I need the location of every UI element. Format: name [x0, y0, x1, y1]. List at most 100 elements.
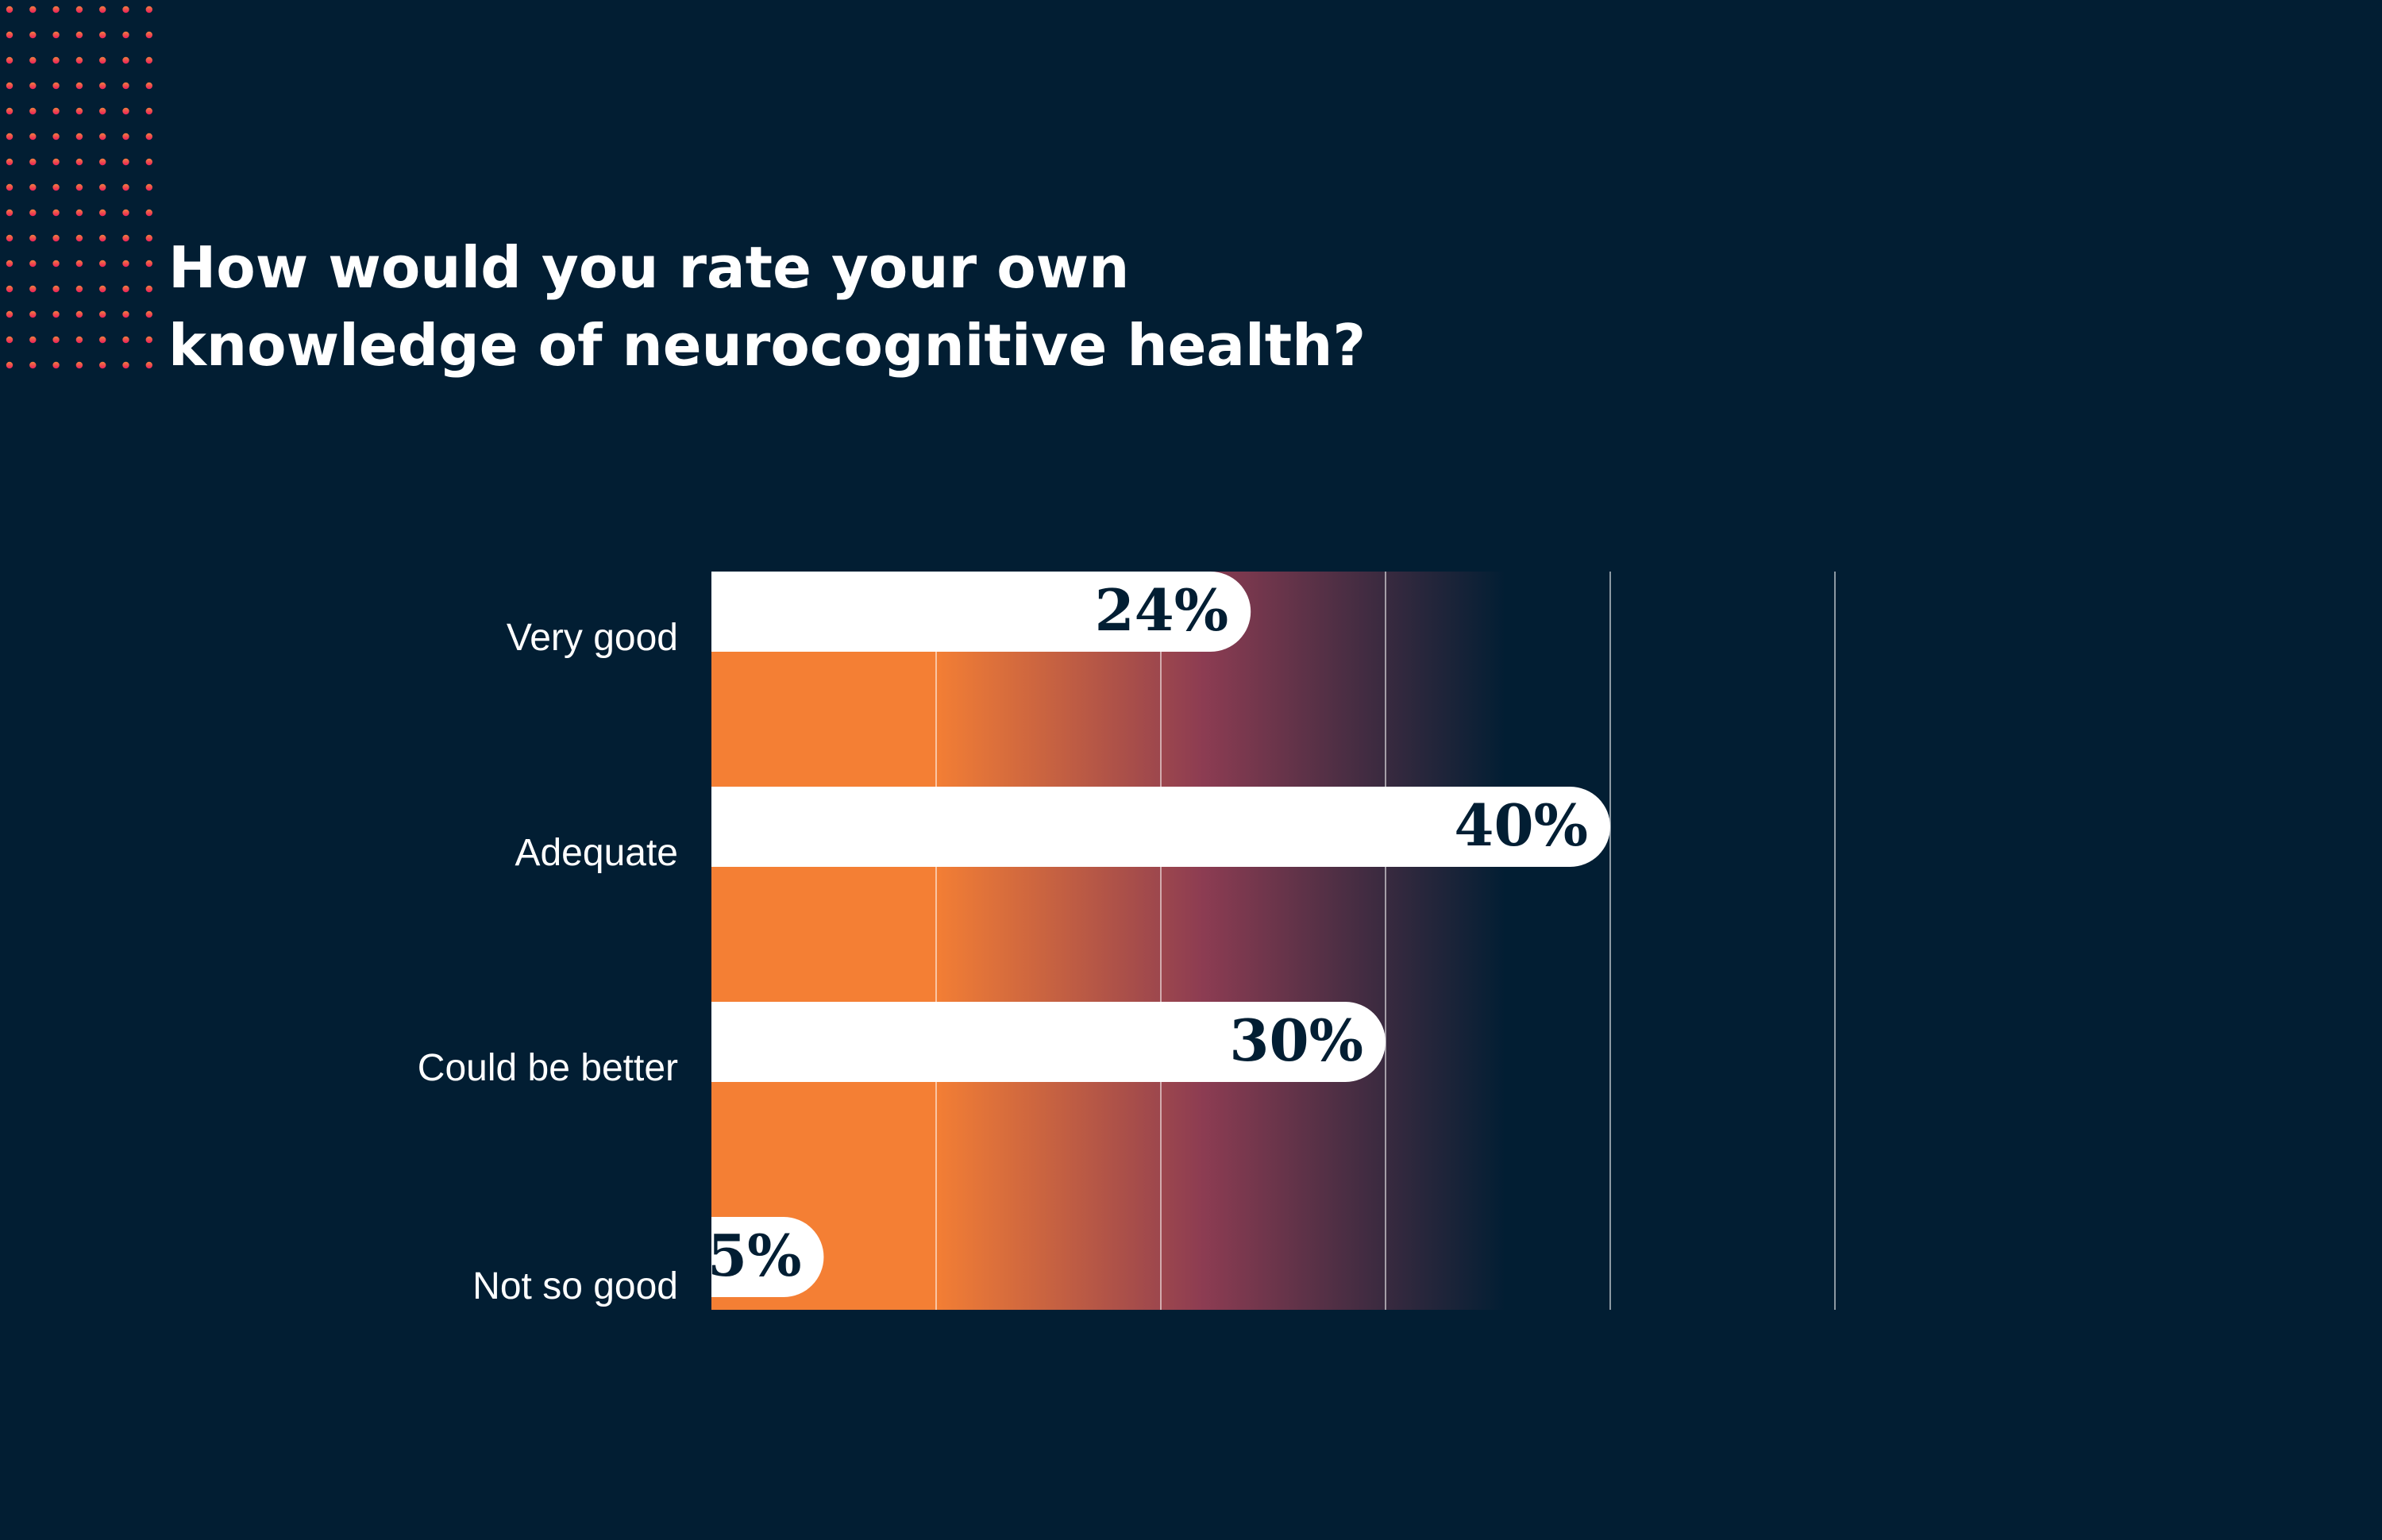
decorative-dot — [99, 336, 106, 344]
decorative-dot — [6, 209, 13, 217]
decorative-dot — [99, 56, 106, 64]
decorative-dot — [6, 56, 13, 64]
decorative-dot — [122, 107, 129, 115]
decorative-dot — [75, 361, 83, 369]
decorative-dot — [29, 361, 37, 369]
decorative-dot — [29, 336, 37, 344]
value-label: 24% — [1095, 576, 1229, 644]
decorative-dot — [145, 56, 152, 64]
decorative-dot — [52, 107, 60, 115]
decorative-dot — [75, 310, 83, 318]
decorative-dot — [99, 31, 106, 39]
decorative-dot — [6, 31, 13, 39]
bars: 24% Very good 40% Adequate 30% Could be bette… — [418, 572, 1610, 1307]
value-label: 40% — [1454, 791, 1588, 859]
decorative-dot — [145, 209, 152, 217]
decorative-dot — [6, 82, 13, 90]
decorative-dot — [122, 56, 129, 64]
decorative-dot — [122, 133, 129, 141]
decorative-dot — [145, 158, 152, 166]
decorative-dot — [29, 310, 37, 318]
decorative-dot — [52, 234, 60, 242]
decorative-dot — [29, 82, 37, 90]
decorative-dot — [6, 361, 13, 369]
decorative-dot — [75, 56, 83, 64]
decorative-dot — [52, 260, 60, 268]
decorative-dot — [145, 133, 152, 141]
decorative-dot — [145, 310, 152, 318]
decorative-dot — [6, 336, 13, 344]
decorative-dot — [99, 361, 106, 369]
decorative-dot — [29, 107, 37, 115]
decorative-dot — [29, 285, 37, 293]
decorative-dot — [29, 31, 37, 39]
decorative-dot — [122, 234, 129, 242]
decorative-dot — [29, 183, 37, 191]
decorative-dot — [75, 82, 83, 90]
decorative-dot — [99, 310, 106, 318]
decorative-dot — [75, 183, 83, 191]
decorative-dot — [6, 158, 13, 166]
decorative-dot — [122, 6, 129, 13]
decorative-dot — [145, 361, 152, 369]
decorative-dot — [122, 158, 129, 166]
gridlines — [935, 572, 1836, 1310]
decorative-dot — [75, 285, 83, 293]
decorative-dot — [99, 285, 106, 293]
decorative-dot — [122, 336, 129, 344]
decorative-dot — [29, 260, 37, 268]
decorative-dot — [29, 234, 37, 242]
decorative-dot — [145, 234, 152, 242]
decorative-dot — [145, 336, 152, 344]
bar — [711, 787, 1610, 867]
decorative-dot — [145, 82, 152, 90]
decorative-dot — [145, 285, 152, 293]
decorative-dot — [99, 133, 106, 141]
decorative-dot — [75, 336, 83, 344]
decorative-dot — [52, 209, 60, 217]
decorative-dot — [6, 107, 13, 115]
decorative-dot — [52, 6, 60, 13]
decorative-dot — [99, 107, 106, 115]
category-label: Not so good — [472, 1265, 678, 1307]
decorative-dot — [75, 31, 83, 39]
decorative-dot — [6, 310, 13, 318]
decorative-dot — [75, 234, 83, 242]
decorative-dot — [6, 183, 13, 191]
decorative-dot — [75, 133, 83, 141]
decorative-dot — [52, 336, 60, 344]
decorative-dot — [99, 158, 106, 166]
decorative-dot — [52, 183, 60, 191]
decorative-dot — [29, 56, 37, 64]
decorative-dot — [6, 6, 13, 13]
decorative-dot — [52, 82, 60, 90]
value-label: 30% — [1229, 1007, 1363, 1074]
decorative-dot — [6, 285, 13, 293]
chart-title: How would you rate your own knowledge of… — [168, 234, 1366, 379]
bar — [711, 1002, 1386, 1082]
decorative-dot — [75, 260, 83, 268]
decorative-dot — [29, 209, 37, 217]
decorative-dot — [52, 133, 60, 141]
decorative-dot — [122, 260, 129, 268]
decorative-dot — [99, 209, 106, 217]
value-label: 5% — [707, 1222, 802, 1289]
category-label: Could be better — [418, 1047, 678, 1089]
decorative-dot — [122, 209, 129, 217]
decorative-dot — [6, 234, 13, 242]
bar — [711, 1217, 824, 1297]
decorative-dot — [99, 234, 106, 242]
decorative-dot — [145, 260, 152, 268]
decorative-dot — [6, 133, 13, 141]
decorative-dot — [52, 56, 60, 64]
decorative-dot — [122, 310, 129, 318]
decorative-dot — [122, 31, 129, 39]
decorative-dot — [145, 107, 152, 115]
decorative-dot — [122, 285, 129, 293]
decorative-dot — [52, 310, 60, 318]
decorative-dot — [99, 183, 106, 191]
gradient-backdrop — [711, 572, 1505, 1310]
chart-title-line-2: knowledge of neurocognitive health? — [168, 312, 1366, 379]
decorative-dot — [122, 361, 129, 369]
decorative-dot — [145, 31, 152, 39]
